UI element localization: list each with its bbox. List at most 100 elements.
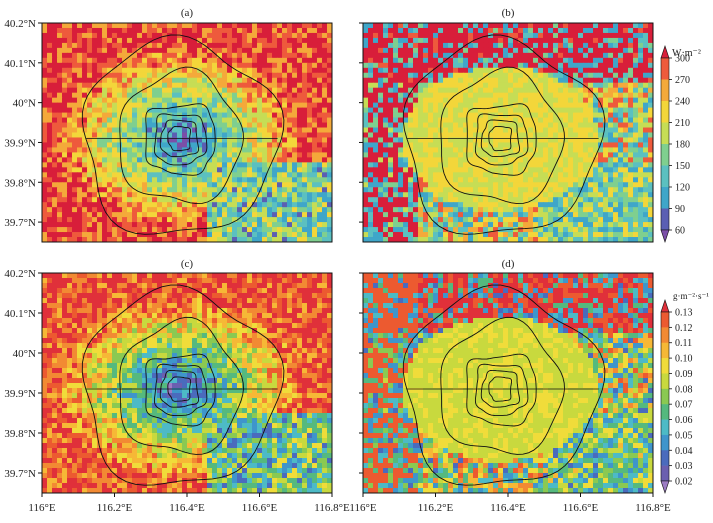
- heatmap-cell: [302, 127, 308, 134]
- heatmap-cell: [112, 117, 118, 124]
- heatmap-cell: [458, 142, 464, 149]
- heatmap-cell: [643, 42, 649, 49]
- heatmap-cell: [182, 47, 188, 54]
- heatmap-cell: [192, 37, 198, 44]
- heatmap-cell: [513, 222, 519, 228]
- heatmap-cell: [102, 82, 108, 89]
- heatmap-cell: [127, 167, 133, 173]
- heatmap-cell: [137, 102, 143, 109]
- heatmap-cell: [252, 117, 258, 124]
- heatmap-cell: [277, 92, 283, 99]
- heatmap-cell: [137, 232, 143, 238]
- heatmap-cell: [152, 232, 158, 238]
- heatmap-cell: [227, 23, 233, 29]
- heatmap-cell: [282, 77, 288, 84]
- heatmap-cell: [292, 182, 298, 188]
- heatmap-cell: [302, 117, 308, 124]
- heatmap-cell: [222, 67, 228, 74]
- heatmap-cell: [157, 197, 163, 203]
- heatmap-cell: [287, 67, 293, 74]
- heatmap-cell: [182, 107, 188, 114]
- heatmap-cell: [312, 42, 318, 49]
- heatmap-cell: [262, 157, 268, 163]
- heatmap-cell: [548, 162, 554, 168]
- heatmap-cell: [112, 32, 118, 39]
- heatmap-cell: [142, 77, 148, 84]
- heatmap-cell: [468, 167, 474, 173]
- heatmap-cell: [57, 227, 63, 233]
- heatmap-cell: [202, 192, 208, 198]
- heatmap-cell: [77, 157, 83, 163]
- heatmap-cell: [302, 72, 308, 79]
- heatmap-cell: [202, 47, 208, 54]
- heatmap-cell: [187, 117, 193, 124]
- heatmap-cell: [212, 27, 218, 34]
- heatmap-cell: [152, 137, 158, 144]
- heatmap-cell: [272, 27, 278, 34]
- heatmap-cell: [533, 37, 539, 44]
- heatmap-cell: [538, 147, 544, 154]
- heatmap-cell: [227, 122, 233, 129]
- heatmap-cell: [147, 102, 153, 109]
- heatmap-cell: [97, 167, 103, 173]
- heatmap-cell: [388, 162, 394, 168]
- heatmap-cell: [613, 107, 619, 114]
- heatmap-cell: [498, 87, 504, 94]
- heatmap-cell: [92, 137, 98, 144]
- heatmap-cell: [77, 102, 83, 109]
- heatmap-cell: [598, 137, 604, 144]
- heatmap-cell: [112, 187, 118, 193]
- heatmap-cell: [413, 32, 419, 39]
- heatmap-cell: [478, 222, 484, 228]
- heatmap-cell: [232, 222, 238, 228]
- heatmap-cell: [57, 177, 63, 183]
- heatmap-cell: [242, 162, 248, 168]
- heatmap-cell: [588, 152, 594, 158]
- heatmap-cell: [633, 167, 639, 173]
- heatmap-cell: [82, 23, 88, 29]
- heatmap-cell: [468, 177, 474, 183]
- heatmap-cell: [222, 192, 228, 198]
- heatmap-cell: [257, 122, 263, 129]
- heatmap-cell: [97, 197, 103, 203]
- heatmap-cell: [197, 137, 203, 144]
- heatmap-cell: [212, 207, 218, 213]
- heatmap-cell: [648, 57, 653, 64]
- heatmap-cell: [247, 227, 253, 233]
- heatmap-cell: [57, 37, 63, 44]
- heatmap-cell: [97, 112, 103, 119]
- heatmap-cell: [292, 107, 298, 114]
- heatmap-cell: [187, 102, 193, 109]
- heatmap-cell: [212, 122, 218, 129]
- heatmap-cell: [87, 137, 93, 144]
- heatmap-cell: [322, 127, 328, 134]
- heatmap-cell: [493, 127, 499, 134]
- heatmap-cell: [247, 52, 253, 59]
- heatmap-cell: [222, 162, 228, 168]
- heatmap-cell: [202, 132, 208, 139]
- heatmap-cell: [403, 92, 409, 99]
- heatmap-cell: [423, 32, 429, 39]
- heatmap-cell: [207, 127, 213, 134]
- heatmap-cell: [453, 127, 459, 134]
- heatmap-cell: [312, 142, 318, 149]
- heatmap-cell: [72, 82, 78, 89]
- heatmap-cell: [533, 182, 539, 188]
- heatmap-cell: [177, 27, 183, 34]
- heatmap-cell: [312, 23, 318, 29]
- heatmap-cell: [277, 57, 283, 64]
- heatmap-cell: [543, 142, 549, 149]
- heatmap-cell: [383, 147, 389, 154]
- heatmap-cell: [192, 117, 198, 124]
- heatmap-cell: [628, 152, 634, 158]
- heatmap-cell: [187, 37, 193, 44]
- heatmap-cell: [583, 82, 589, 89]
- heatmap-cell: [633, 182, 639, 188]
- heatmap-cell: [543, 202, 549, 208]
- heatmap-cell: [92, 177, 98, 183]
- heatmap-cell: [433, 87, 439, 94]
- heatmap-cell: [388, 132, 394, 139]
- heatmap-cell: [483, 212, 489, 218]
- heatmap-cell: [378, 157, 384, 163]
- heatmap-cell: [67, 77, 73, 84]
